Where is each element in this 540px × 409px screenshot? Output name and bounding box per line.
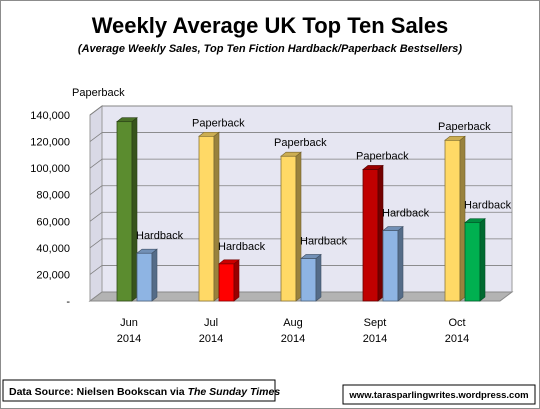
bar-hardback-side: [315, 253, 322, 302]
bar-paperback-top: [280, 151, 302, 157]
bar-hardback-side: [151, 248, 158, 302]
bar-hardback-front: [136, 252, 153, 302]
bar-paperback-front: [116, 121, 133, 302]
x-category-year: 2014: [281, 333, 305, 345]
data-source-publication: The Sunday Times: [188, 386, 281, 398]
y-tick-label: 60,000: [36, 216, 70, 228]
bar-paperback-front: [280, 155, 297, 302]
data-label-paperback: Paperback: [356, 150, 409, 162]
bar-hardback-top: [136, 248, 158, 254]
y-tick-label: 40,000: [36, 243, 70, 255]
y-tick-label: 140,000: [30, 110, 70, 122]
y-tick-label: 100,000: [30, 163, 70, 175]
bar-hardback-front: [382, 230, 399, 302]
bar-hardback-top: [464, 218, 486, 223]
y-tick-label: -: [66, 296, 70, 308]
gridline-side: [89, 158, 103, 169]
y-tick-label: 120,000: [30, 137, 70, 149]
bar-paperback-side: [131, 117, 138, 302]
gridline-side: [89, 185, 103, 196]
bar-hardback-top: [382, 226, 404, 231]
chart-title: Weekly Average UK Top Ten Sales: [92, 13, 449, 38]
source-box: [2, 379, 276, 402]
bar-paperback-top: [198, 131, 220, 137]
bar-hardback-top: [300, 254, 322, 259]
bar-paperback-side: [295, 151, 302, 302]
bar-paperback-front: [198, 135, 215, 302]
bar-hardback-front: [218, 263, 235, 302]
data-label-hardback: Hardback: [464, 200, 512, 212]
data-label-hardback: Hardback: [300, 235, 348, 247]
data-label-paperback: Paperback: [274, 137, 327, 149]
data-source: Data Source: Nielsen Bookscan via The Su…: [9, 386, 280, 398]
x-category-label: Jun: [120, 317, 138, 329]
bar-paperback-front: [362, 169, 379, 302]
x-category-year: 2014: [199, 333, 223, 345]
gridline-side: [89, 238, 103, 249]
bar-hardback-side: [397, 225, 404, 302]
bar-hardback-side: [233, 259, 240, 302]
bar-paperback-side: [213, 131, 220, 302]
chart-subtitle: (Average Weekly Sales, Top Ten Fiction H…: [78, 43, 462, 55]
x-category-year: 2014: [363, 333, 387, 345]
data-label-paperback: Paperback: [192, 117, 245, 129]
bar-paperback-top: [116, 117, 138, 122]
bar-paperback-front: [444, 139, 461, 302]
x-category-label: Aug: [283, 317, 303, 329]
gridline-side: [89, 105, 103, 116]
x-category-label: Sept: [364, 317, 387, 329]
x-category-label: Jul: [204, 317, 218, 329]
gridline-side: [89, 265, 103, 275]
x-category-year: 2014: [117, 333, 141, 345]
data-source-prefix: Data Source: Nielsen Bookscan via: [9, 386, 188, 398]
data-label-paperback: Paperback: [438, 121, 491, 133]
bar-hardback-side: [479, 217, 486, 302]
gridline-side: [89, 132, 103, 142]
bar-hardback-top: [218, 259, 240, 265]
side-wall: [89, 105, 103, 302]
plot-area: - 20,000 40,000 60,000 80,000 100,000 120,000 1…: [30, 87, 514, 345]
blog-url: www.tarasparlingwrites.wordpress.com: [348, 390, 528, 401]
y-tick-label: 80,000: [36, 190, 70, 202]
bar-paperback-top: [362, 165, 384, 170]
url-box: [342, 384, 536, 405]
x-category-label: Oct: [448, 317, 465, 329]
x-category-year: 2014: [445, 333, 469, 345]
data-label-hardback: Hardback: [218, 241, 266, 253]
data-label-paperback: Paperback: [72, 87, 125, 99]
data-label-hardback: Hardback: [382, 208, 430, 220]
bar-paperback-side: [377, 164, 384, 302]
y-tick-label: 20,000: [36, 269, 70, 281]
data-label-hardback: Hardback: [136, 230, 184, 242]
bar-hardback-front: [464, 222, 481, 302]
bar-paperback-top: [444, 135, 466, 141]
bar-hardback-front: [300, 258, 317, 302]
bar-paperback-side: [459, 135, 466, 302]
gridline-side: [89, 211, 103, 222]
